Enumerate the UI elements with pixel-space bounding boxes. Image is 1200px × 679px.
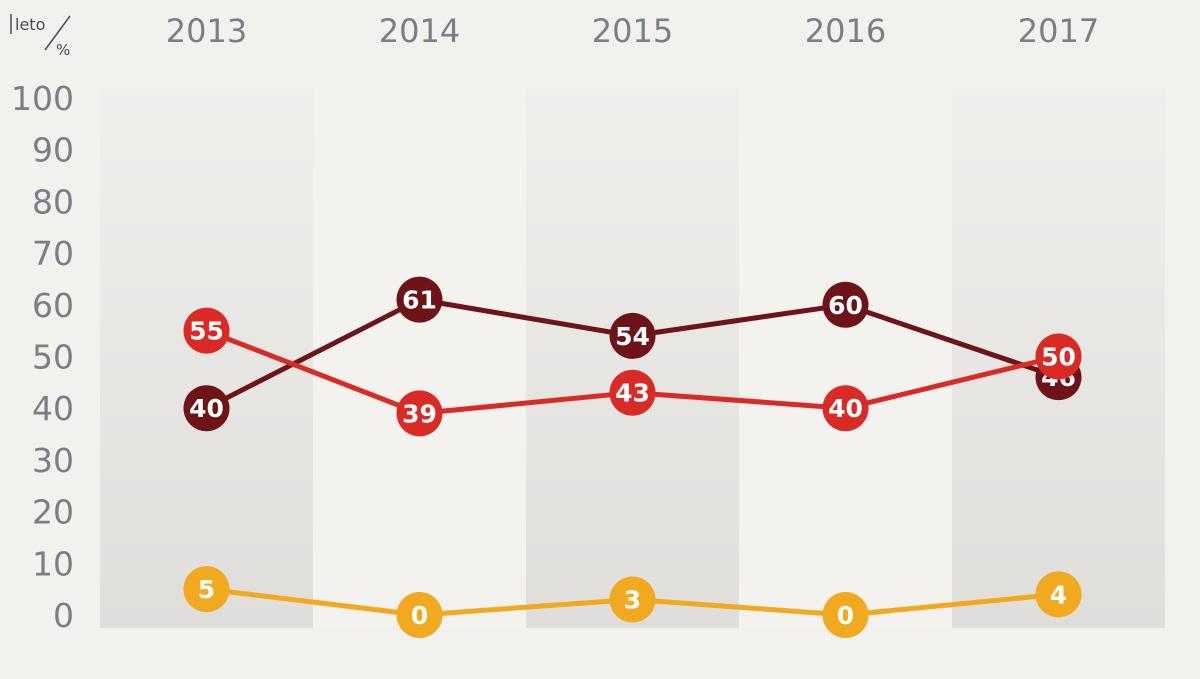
data-label: 61: [402, 286, 437, 315]
series-layer: 4061546046553943405050304: [183, 276, 1082, 638]
data-label: 40: [189, 394, 224, 423]
data-label: 0: [411, 601, 428, 630]
y-tick-label: 10: [32, 544, 74, 583]
x-tick-label: 2014: [379, 12, 460, 50]
data-label: 5: [198, 575, 215, 604]
x-tick-label: 2017: [1018, 12, 1099, 50]
y-tick-label: 20: [32, 493, 74, 532]
data-point: [1035, 333, 1082, 380]
y-tick-label: 90: [32, 131, 74, 170]
data-label: 4: [1050, 580, 1067, 609]
series-3: 5 0 3 0 4: [183, 566, 1082, 638]
data-label: 0: [837, 601, 854, 630]
data-point: [822, 281, 869, 328]
data-label: 3: [624, 585, 641, 614]
corner-label-top: leto: [15, 15, 45, 34]
x-tick-label: 2013: [166, 12, 247, 50]
y-tick-label: 60: [32, 286, 74, 325]
data-label: 40: [828, 394, 863, 423]
y-tick-label: 80: [32, 182, 74, 221]
y-tick-label: 100: [11, 79, 74, 118]
series-2: 55 39 43 40 50: [183, 307, 1082, 437]
column-band-2016: [739, 88, 952, 628]
y-tick-label: 50: [32, 338, 74, 377]
series-1: 4061546046: [183, 276, 1082, 432]
data-point: [183, 566, 230, 613]
x-tick-label: 2015: [592, 12, 673, 50]
y-tick-label: 0: [53, 596, 74, 635]
data-point: [609, 312, 656, 359]
data-point: [609, 576, 656, 623]
y-tick-label: 70: [32, 234, 74, 273]
y-axis: 0 10 20 30 40 50 60 70 80 90 100: [11, 79, 74, 635]
corner-label-bottom: %: [56, 41, 70, 59]
data-point: [1035, 571, 1082, 618]
y-tick-label: 40: [32, 389, 74, 428]
data-point: [183, 307, 230, 354]
data-point: [183, 385, 230, 432]
data-label: 39: [402, 399, 437, 428]
y-tick-label: 30: [32, 441, 74, 480]
corner-slash: [44, 15, 71, 51]
data-label: 55: [189, 317, 224, 346]
data-label: 43: [615, 379, 650, 408]
x-axis: 2013 2014 2015 2016 2017: [166, 12, 1099, 50]
data-point: [609, 369, 656, 416]
column-band-2014: [313, 88, 526, 628]
data-label: 60: [828, 291, 863, 320]
x-tick-label: 2016: [805, 12, 886, 50]
data-label: 50: [1041, 343, 1076, 372]
data-point: [396, 592, 443, 638]
data-point: [822, 592, 869, 638]
data-point: [822, 385, 869, 432]
corner-unit-label: leto %: [10, 14, 71, 59]
data-point: [396, 276, 443, 323]
data-point: [396, 390, 443, 437]
data-label: 54: [615, 322, 650, 351]
